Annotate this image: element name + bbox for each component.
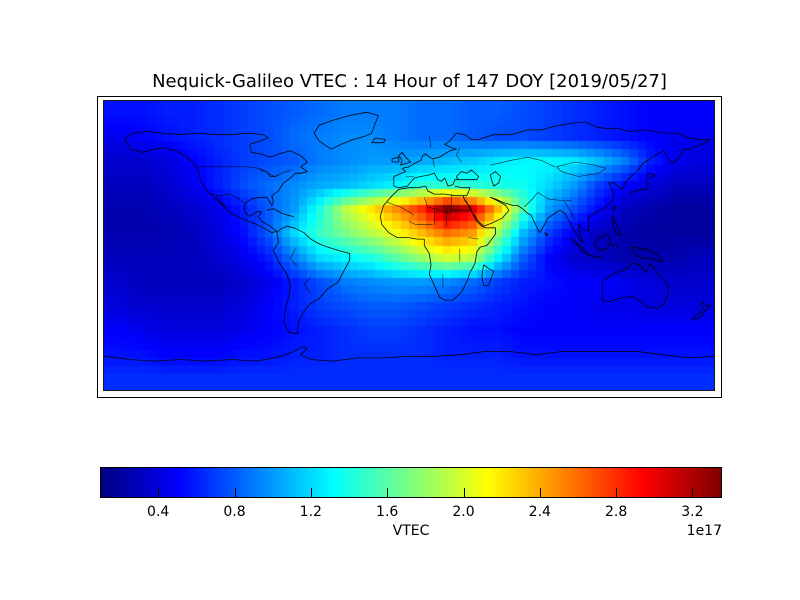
colorbar-tick-mark [387, 488, 389, 498]
colorbar-tick-mark [539, 488, 541, 498]
colorbar-tick-label: 0.4 [147, 504, 170, 520]
colorbar-tick-label: 3.2 [681, 504, 704, 520]
colorbar-frame [100, 467, 722, 498]
chart-title: Nequick-Galileo VTEC : 14 Hour of 147 DO… [152, 71, 667, 92]
colorbar-tick-label: 1.6 [376, 504, 399, 520]
colorbar-axis-label: VTEC [392, 523, 430, 539]
colorbar-exponent-label: 1e17 [686, 523, 722, 539]
vtec-heatmap-canvas [103, 100, 715, 391]
colorbar-tick-label: 2.0 [452, 504, 475, 520]
colorbar-tick-label: 2.8 [604, 504, 628, 520]
colorbar-gradient [101, 468, 721, 497]
colorbar-tick-mark [158, 488, 160, 498]
colorbar-tick-mark [234, 488, 236, 498]
colorbar-tick-mark [616, 488, 618, 498]
colorbar-tick-mark [463, 488, 465, 498]
colorbar-tick-label: 1.2 [299, 504, 322, 520]
map-axes-frame [97, 96, 722, 398]
colorbar-tick-mark [692, 488, 694, 498]
colorbar-tick-label: 2.4 [528, 504, 551, 520]
colorbar-tick-label: 0.8 [223, 504, 246, 520]
colorbar-tick-mark [310, 488, 312, 498]
